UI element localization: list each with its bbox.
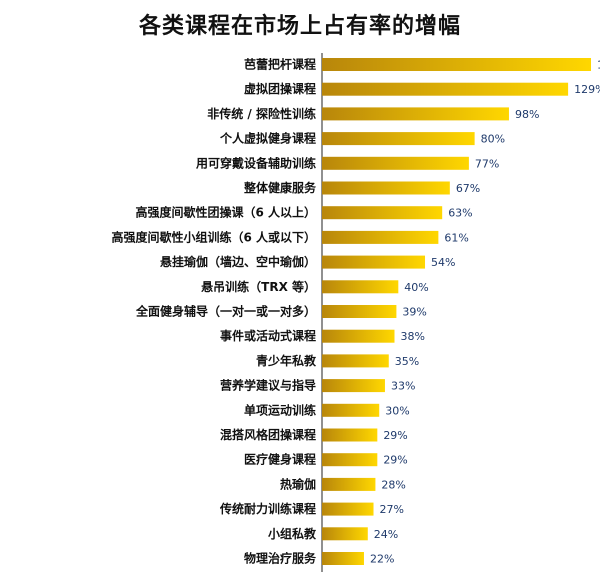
value-label: 30% — [385, 404, 409, 417]
value-label: 141% — [597, 59, 600, 72]
bar — [322, 206, 443, 220]
value-label: 98% — [515, 108, 539, 121]
category-label: 悬挂瑜伽（墙边、空中瑜伽） — [159, 254, 316, 269]
bar — [322, 527, 368, 541]
value-label: 40% — [404, 281, 428, 294]
value-label: 67% — [456, 182, 480, 195]
bar — [322, 329, 395, 343]
bar — [322, 58, 591, 71]
bar — [322, 403, 380, 417]
category-label: 非传统 / 探险性训练 — [207, 106, 316, 121]
value-label: 129% — [574, 83, 600, 96]
bar — [322, 82, 569, 96]
bar — [322, 428, 378, 442]
category-label: 单项运动训练 — [244, 402, 316, 417]
value-label: 61% — [444, 231, 468, 244]
category-label: 悬吊训练（TRX 等） — [200, 279, 316, 294]
category-label: 营养学建议与指导 — [220, 378, 316, 393]
bar — [322, 354, 389, 368]
bar — [322, 107, 509, 121]
category-label: 芭蕾把杆课程 — [244, 57, 316, 72]
category-label: 高强度间歇性团操课（6 人以上） — [135, 205, 316, 220]
value-label: 35% — [395, 355, 419, 368]
bar — [322, 230, 439, 244]
bar — [322, 379, 385, 393]
value-label: 54% — [431, 256, 455, 269]
bar — [322, 477, 376, 491]
category-label: 用可穿戴设备辅助训练 — [195, 155, 316, 170]
value-label: 63% — [448, 207, 472, 220]
chart-title: 各类课程在市场上占有率的增幅 — [138, 14, 461, 39]
bar — [322, 502, 374, 516]
category-label: 高强度间歇性小组训练（6 人或以下） — [111, 229, 316, 244]
category-label: 热瑜伽 — [280, 476, 316, 491]
value-label: 27% — [380, 503, 404, 516]
value-label: 28% — [381, 478, 405, 491]
value-label: 77% — [475, 157, 499, 170]
value-label: 29% — [383, 429, 407, 442]
bar — [322, 156, 469, 170]
bar — [322, 132, 475, 146]
value-label: 80% — [481, 133, 505, 146]
value-label: 33% — [391, 380, 415, 393]
category-label: 小组私教 — [268, 526, 317, 541]
bar — [322, 453, 378, 467]
category-label: 医疗健身课程 — [244, 452, 316, 467]
value-label: 38% — [400, 330, 424, 343]
category-label: 青少年私教 — [256, 353, 317, 368]
value-label: 22% — [370, 553, 394, 566]
category-label: 传统耐力训练课程 — [219, 501, 316, 516]
bar — [322, 305, 397, 318]
value-label: 29% — [383, 454, 407, 467]
category-label: 物理治疗服务 — [244, 551, 317, 566]
value-label: 24% — [374, 528, 398, 541]
category-label: 混搭风格团操课程 — [220, 427, 316, 442]
bar — [322, 280, 399, 294]
value-label: 39% — [402, 306, 426, 319]
category-label: 整体健康服务 — [243, 180, 317, 195]
bar — [322, 255, 426, 269]
category-label: 个人虚拟健身课程 — [219, 131, 316, 146]
bar — [322, 181, 450, 195]
bar — [322, 552, 364, 565]
category-label: 事件或活动式课程 — [220, 328, 316, 343]
category-label: 全面健身辅导（一对一或一对多） — [135, 304, 316, 319]
category-label: 虚拟团操课程 — [244, 81, 316, 96]
